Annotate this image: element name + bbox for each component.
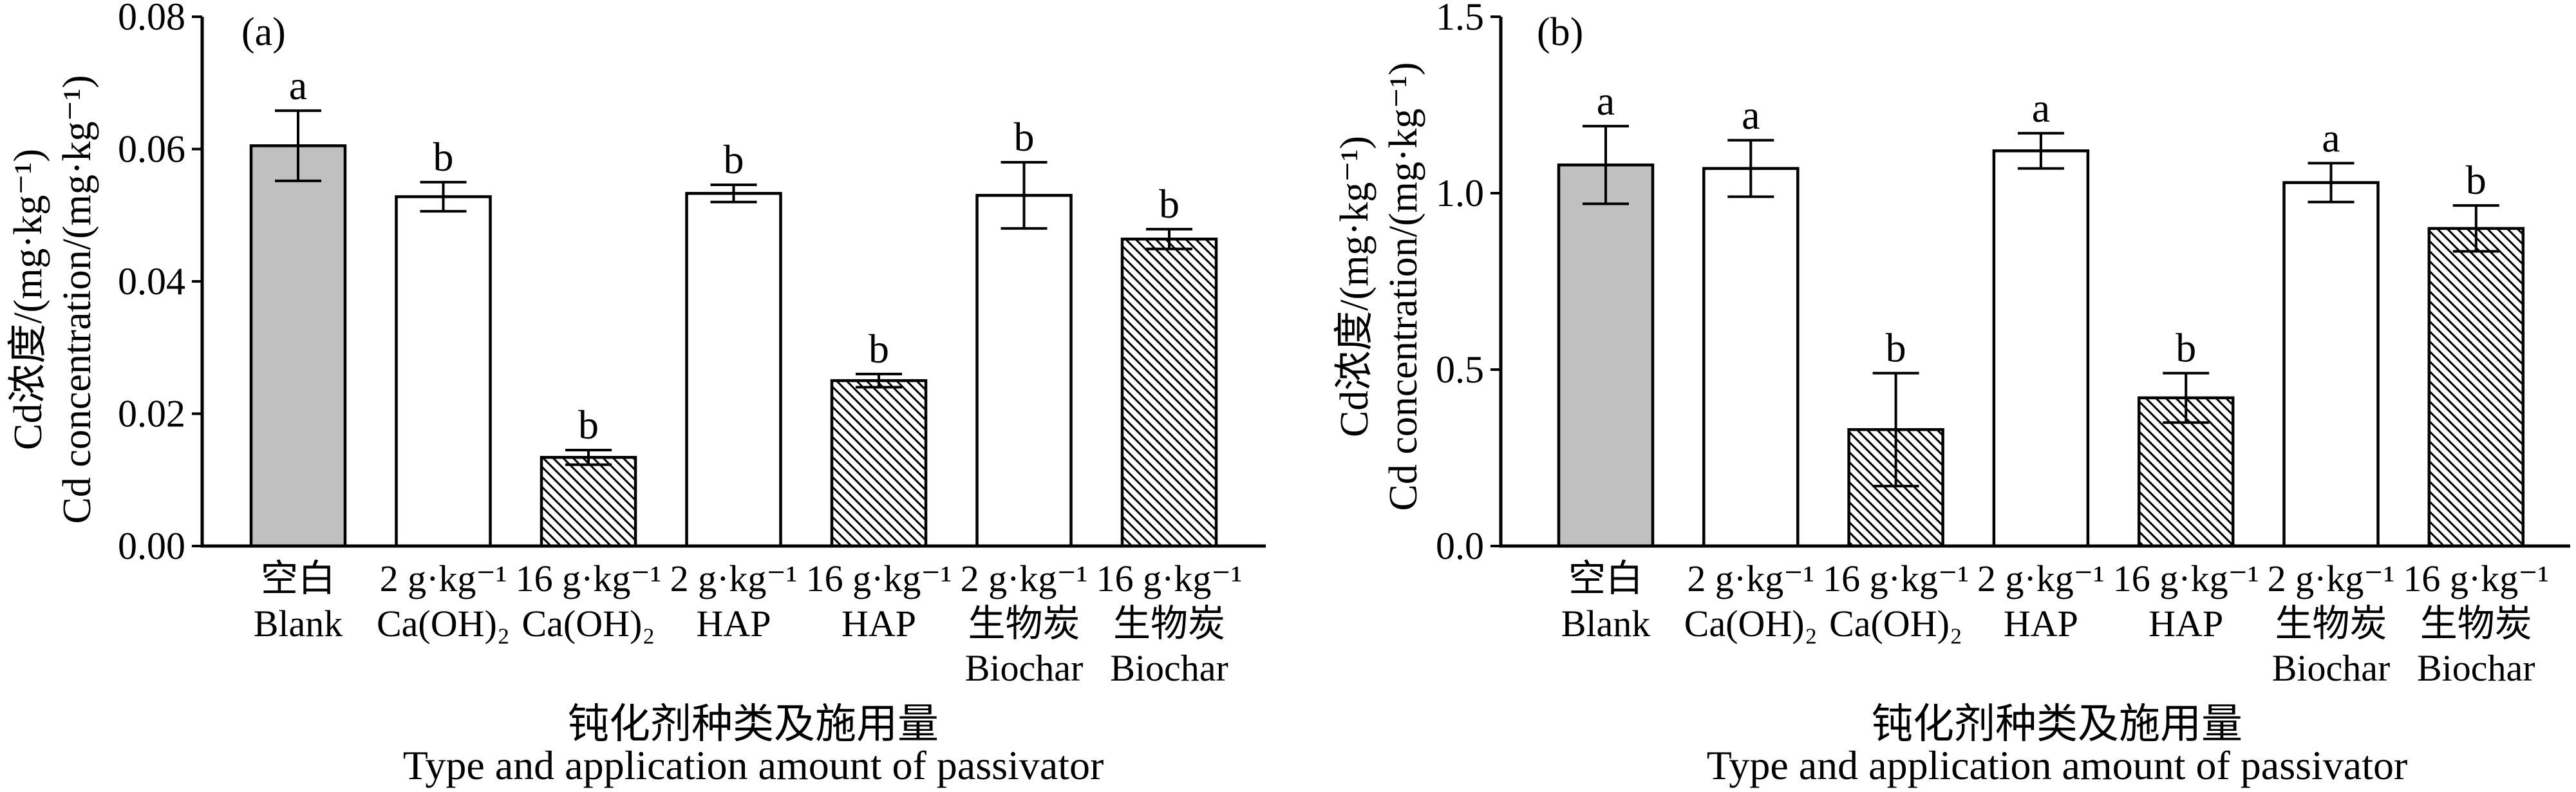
significance-letter: b: [2466, 157, 2487, 203]
category-label: Ca(OH)₂: [1684, 603, 1818, 645]
error-bar: [2017, 131, 2064, 170]
y-tick-label: 0.00: [118, 525, 185, 567]
significance-letter: a: [1742, 92, 1760, 138]
bar: [1120, 237, 1218, 548]
error-bar: [565, 449, 612, 466]
category-label: 生物炭: [1113, 603, 1225, 645]
significance-letter: a: [1597, 78, 1615, 124]
error-bar: [275, 109, 321, 182]
bar: [249, 144, 347, 548]
category-label: Ca(OH)₂: [522, 603, 655, 645]
category-label: HAP: [2004, 603, 2078, 645]
bar: [1557, 163, 1655, 548]
category-label: 16 g·kg⁻¹: [2403, 558, 2549, 599]
error-bar: [710, 183, 757, 203]
significance-letter: b: [724, 137, 744, 182]
category-label: 16 g·kg⁻¹: [2113, 558, 2259, 599]
significance-letter: a: [2032, 85, 2050, 131]
y-axis-title: Cd浓度/(mg·kg⁻¹): [1333, 136, 1377, 437]
error-bar: [1727, 138, 1774, 198]
bar: [830, 379, 928, 548]
category-label: 16 g·kg⁻¹: [806, 558, 952, 599]
category-label: HAP: [696, 603, 771, 645]
bar: [1992, 149, 2090, 548]
y-tick-label: 0.5: [1436, 348, 1484, 391]
significance-letter: b: [1886, 325, 1906, 370]
category-label: 2 g·kg⁻¹: [1687, 558, 1814, 599]
significance-letter: b: [869, 326, 889, 372]
panel-label: (a): [241, 10, 286, 54]
y-tick-label: 0.02: [118, 393, 185, 435]
category-label: Blank: [254, 603, 343, 645]
category-label: 16 g·kg⁻¹: [516, 558, 662, 599]
y-tick-label: 0.06: [118, 128, 185, 171]
category-label: Biochar: [1110, 647, 1228, 689]
significance-letter: b: [578, 402, 599, 448]
category-label: 16 g·kg⁻¹: [1096, 558, 1243, 599]
x-axis-title: 钝化剂种类及施用量: [1872, 701, 2242, 747]
bar: [540, 456, 637, 548]
category-label: 16 g·kg⁻¹: [1823, 558, 1969, 599]
category-label: 生物炭: [2420, 603, 2532, 645]
error-bar: [1146, 227, 1192, 250]
error-bar: [856, 372, 902, 389]
x-axis-title: Type and application amount of passivato…: [1707, 742, 2408, 788]
category-label: 2 g·kg⁻¹: [961, 558, 1088, 599]
panel-label: (b): [1537, 10, 1583, 54]
significance-letter: b: [1014, 114, 1035, 160]
x-axis-title: Type and application amount of passivato…: [403, 742, 1104, 788]
significance-letter: a: [2322, 115, 2340, 160]
category-label: Ca(OH)₂: [377, 603, 510, 645]
error-bar: [1872, 372, 1919, 487]
category-label: Biochar: [2417, 647, 2535, 689]
significance-letter: a: [289, 62, 307, 108]
category-label: 2 g·kg⁻¹: [380, 558, 507, 599]
error-bar: [2163, 372, 2210, 424]
category-label: 空白: [261, 558, 335, 599]
category-label: Biochar: [2272, 647, 2391, 689]
category-label: 空白: [1568, 558, 1643, 599]
y-tick-label: 1.0: [1436, 172, 1484, 214]
bar: [2282, 181, 2380, 548]
category-label: 生物炭: [2275, 603, 2387, 645]
y-tick-label: 0.04: [118, 260, 185, 303]
category-label: 生物炭: [968, 603, 1080, 645]
category-label: Ca(OH)₂: [1829, 603, 1962, 645]
significance-letter: b: [433, 134, 454, 180]
category-label: HAP: [2148, 603, 2223, 645]
category-label: Blank: [1561, 603, 1651, 645]
bar: [2427, 227, 2525, 548]
category-label: 2 g·kg⁻¹: [2268, 558, 2395, 599]
bar: [1702, 167, 1800, 548]
category-label: 2 g·kg⁻¹: [1977, 558, 2105, 599]
error-bar: [2452, 204, 2499, 253]
error-bar: [420, 180, 467, 213]
category-label: 2 g·kg⁻¹: [670, 558, 798, 599]
error-bar: [1001, 161, 1048, 230]
error-bar: [1583, 124, 1629, 205]
y-axis-title: Cd concentration/(mg·kg⁻¹): [55, 75, 99, 524]
bar: [685, 192, 782, 548]
error-bar: [2308, 162, 2355, 203]
bar: [975, 194, 1073, 548]
category-label: HAP: [841, 603, 916, 645]
y-axis-title: Cd concentration/(mg·kg⁻¹): [1382, 62, 1425, 511]
y-axis-title: Cd浓度/(mg·kg⁻¹): [6, 149, 50, 450]
y-tick-label: 1.5: [1436, 0, 1484, 38]
significance-letter: b: [1159, 181, 1180, 227]
x-axis-title: 钝化剂种类及施用量: [568, 701, 939, 747]
significance-letter: b: [2176, 325, 2196, 370]
category-label: Biochar: [965, 647, 1084, 689]
y-tick-label: 0.08: [118, 0, 185, 38]
y-tick-label: 0.0: [1436, 525, 1484, 567]
bar: [395, 195, 492, 548]
